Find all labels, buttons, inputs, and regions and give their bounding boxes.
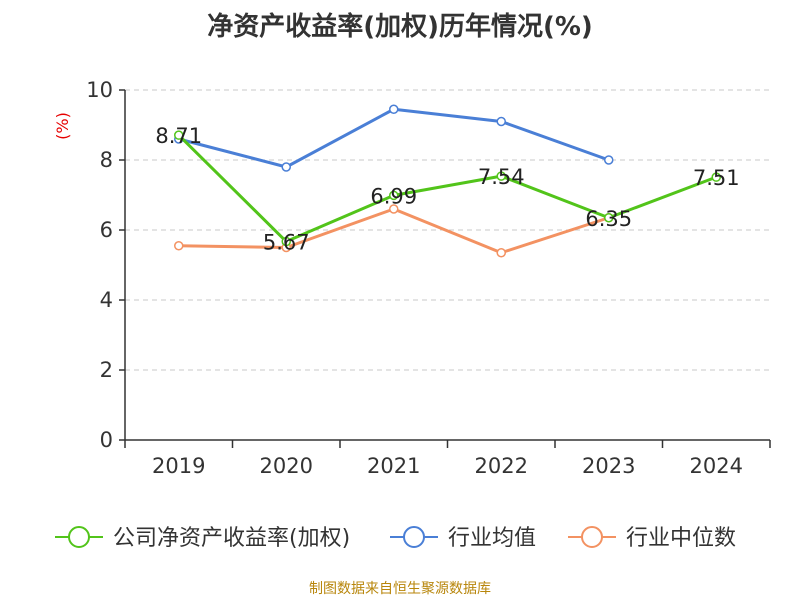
legend: 公司净资产收益率(加权) 行业均值 行业中位数 (55, 526, 736, 551)
series-lines (174, 104, 721, 258)
x-tick-label: 2022 (475, 454, 528, 478)
data-source-note: 制图数据来自恒生聚源数据库 (309, 581, 491, 597)
x-tick-label: 2024 (690, 454, 743, 478)
legend-marker (581, 526, 603, 548)
legend-label: 行业中位数 (626, 526, 736, 551)
data-labels: 8.71 5.67 6.99 7.54 6.35 7.51 (155, 124, 739, 254)
data-label: 7.51 (693, 166, 740, 190)
axes: 0 2 4 6 8 10 (%) 2019 2020 2021 2022 2023 2024 (53, 78, 771, 478)
data-label: 7.54 (478, 165, 525, 189)
y-tick-label: 2 (100, 358, 113, 382)
data-point (174, 241, 184, 251)
data-label: 6.35 (585, 207, 632, 231)
series-line-2 (178, 207, 610, 255)
data-point (604, 155, 614, 165)
chart-title: 净资产收益率(加权)历年情况(%) (207, 12, 593, 42)
data-point (496, 248, 506, 258)
data-point (281, 162, 291, 172)
data-label: 8.71 (155, 124, 202, 148)
x-tick-label: 2020 (260, 454, 313, 478)
y-tick-label: 10 (86, 78, 113, 102)
data-label: 5.67 (263, 231, 310, 255)
legend-marker (68, 526, 90, 548)
series-line-0 (177, 134, 717, 244)
data-point (604, 213, 614, 223)
data-point (281, 236, 291, 247)
y-tick-label: 8 (100, 148, 113, 172)
legend-marker (403, 526, 425, 548)
data-label: 6.99 (370, 184, 417, 208)
x-tick-label: 2021 (367, 454, 420, 478)
data-point (174, 130, 184, 140)
y-tick-label: 6 (100, 218, 113, 242)
data-point (389, 190, 399, 201)
y-tick-label: 4 (100, 288, 113, 312)
data-point (389, 104, 399, 114)
data-point (496, 171, 506, 181)
x-tick-label: 2019 (152, 454, 205, 478)
y-tick-label: 0 (100, 428, 113, 452)
series-line-1 (178, 107, 610, 169)
legend-label: 公司净资产收益率(加权) (113, 526, 350, 551)
data-point (496, 116, 506, 127)
x-tick-label: 2023 (582, 454, 635, 478)
data-point (711, 172, 721, 182)
data-point (389, 204, 399, 214)
legend-label: 行业均值 (448, 526, 536, 551)
y-axis-unit-label: (%) (53, 112, 72, 140)
